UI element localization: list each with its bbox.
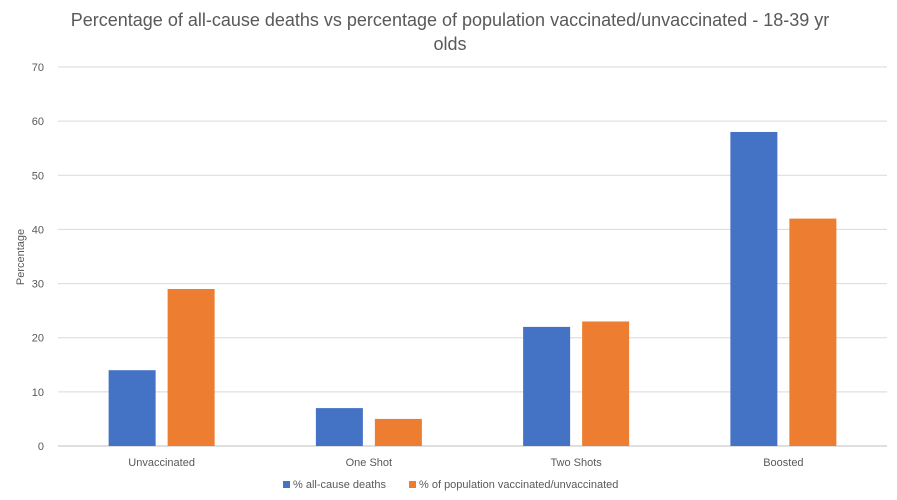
bar-deaths [523,326,571,446]
y-tick-label: 10 [32,387,44,399]
y-axis-ticks: 0 10 20 30 40 50 60 70 [32,62,44,453]
x-tick-label: Two Shots [550,457,602,469]
y-tick-label: 0 [38,441,44,453]
legend-swatch [283,481,290,488]
x-tick-label: Unvaccinated [128,457,195,469]
bar-deaths [108,370,156,446]
x-axis-ticks: Unvaccinated One Shot Two Shots Boosted [128,457,803,469]
bar-population [789,218,837,446]
bar-population [582,321,630,446]
legend: % all-cause deaths % of population vaccin… [283,479,618,491]
y-tick-label: 50 [32,170,44,182]
bar-deaths [730,131,778,446]
y-tick-label: 70 [32,62,44,74]
y-tick-label: 60 [32,116,44,128]
y-axis-title: Percentage [15,229,27,285]
bar-population [167,288,215,446]
y-tick-label: 20 [32,333,44,345]
bar-deaths [315,408,363,446]
legend-label: % of population vaccinated/unvaccinated [419,479,618,491]
legend-label: % all-cause deaths [293,479,386,491]
x-tick-label: Boosted [763,457,803,469]
y-tick-label: 30 [32,279,44,291]
bars [108,131,837,446]
x-tick-label: One Shot [346,457,392,469]
legend-swatch [409,481,416,488]
chart-title: Percentage of all-cause deaths vs percen… [70,10,830,54]
y-tick-label: 40 [32,224,44,236]
bar-population [374,418,422,446]
